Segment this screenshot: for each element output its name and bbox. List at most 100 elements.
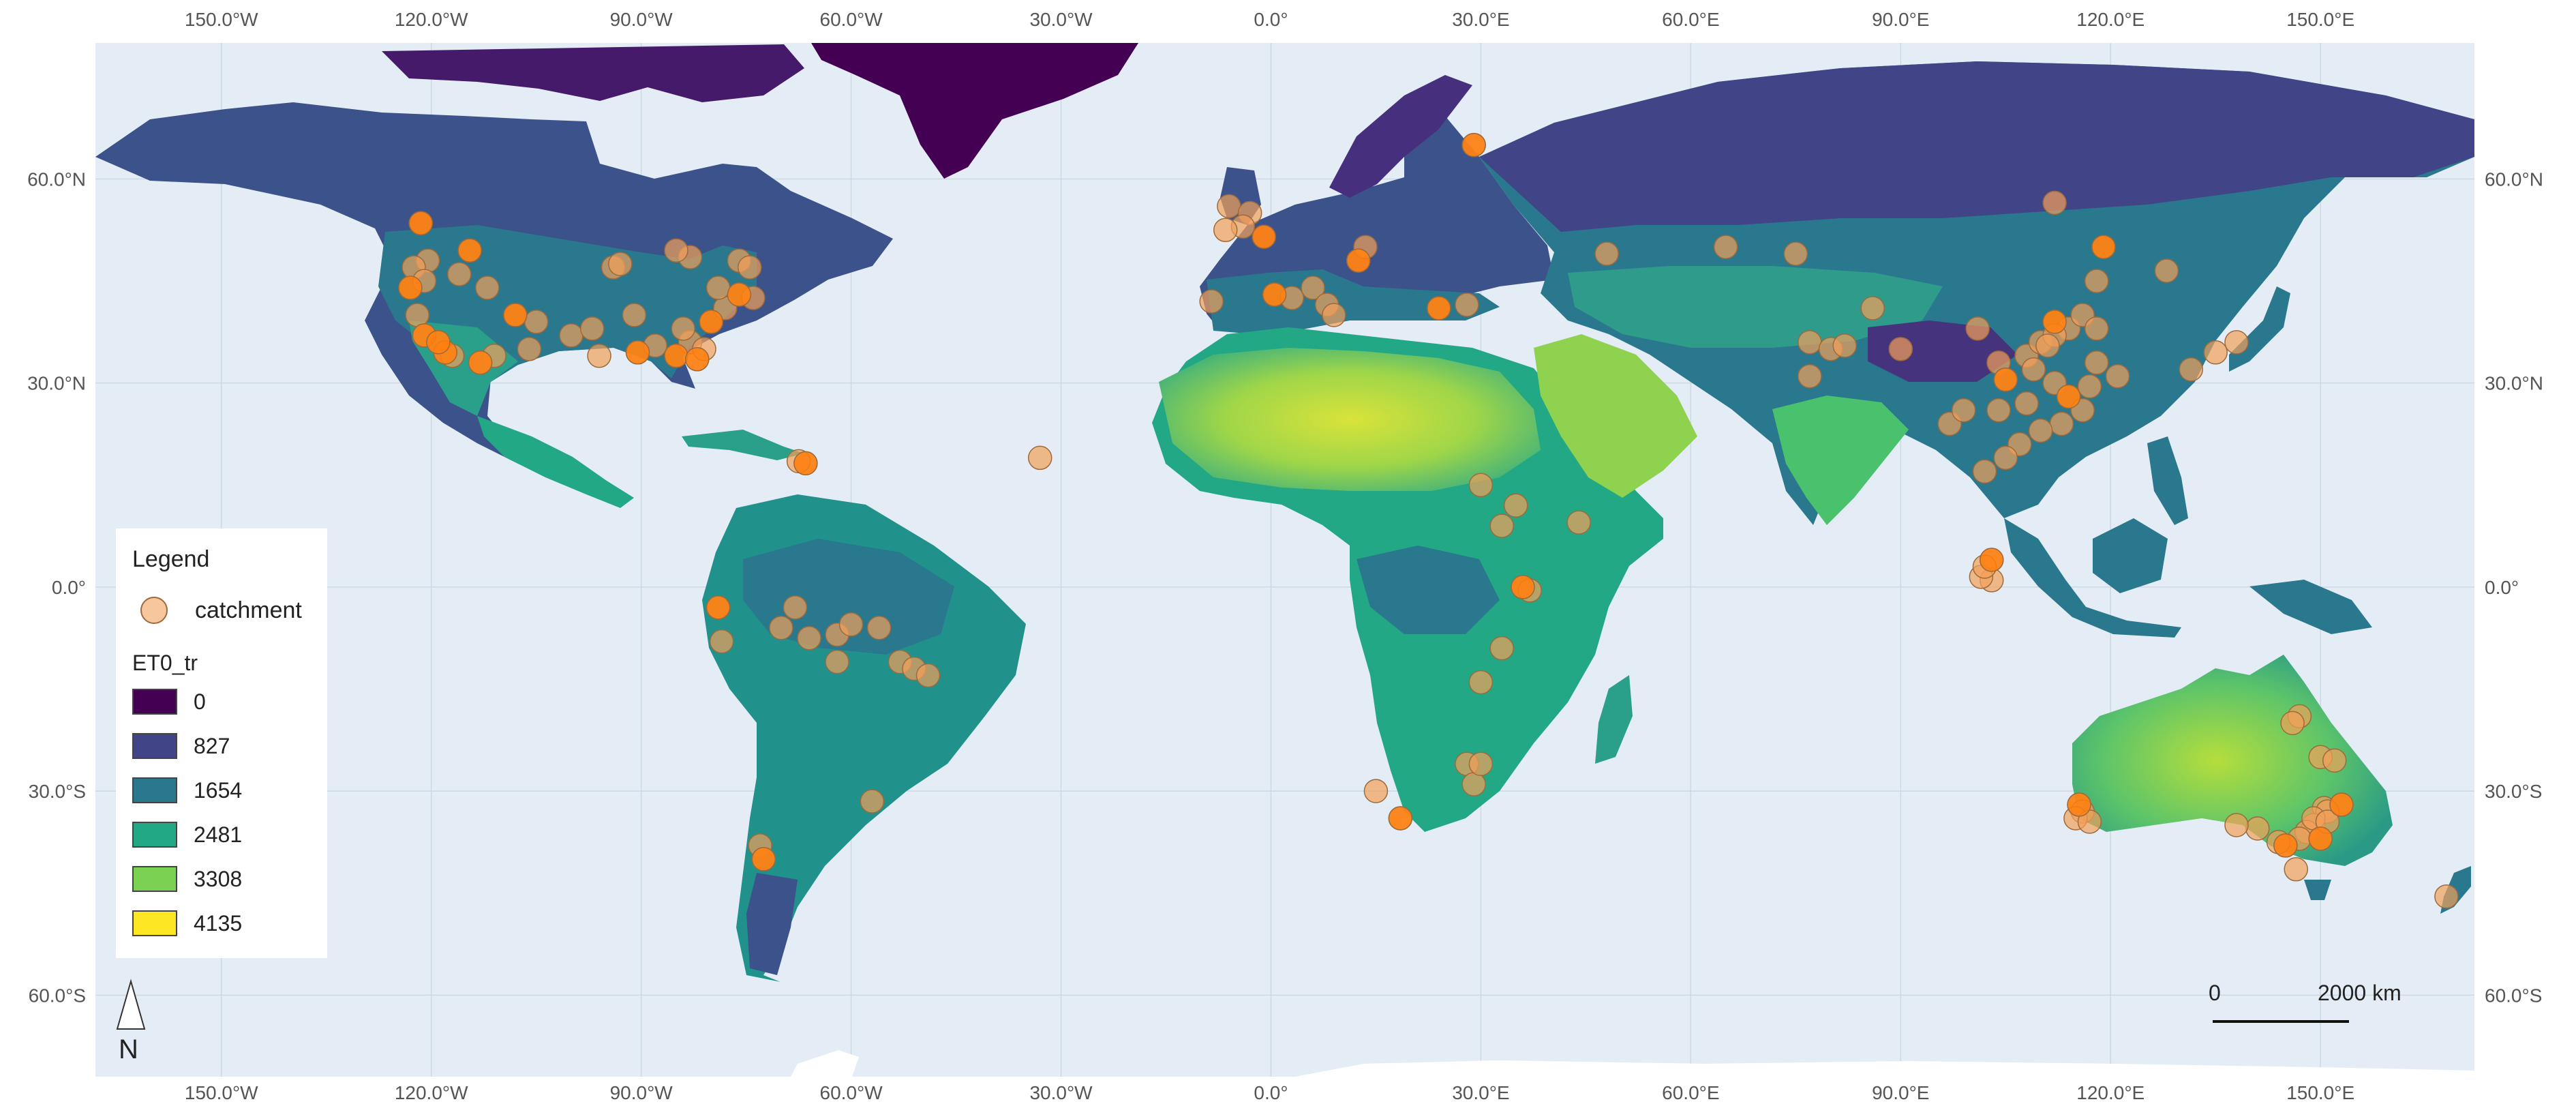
catchment-point[interactable] (1511, 575, 1535, 599)
catchment-point[interactable] (664, 238, 688, 263)
catchment-point[interactable] (2308, 826, 2333, 851)
catchment-point[interactable] (793, 451, 818, 476)
catchment-point[interactable] (1346, 248, 1371, 273)
catchment-point[interactable] (1427, 296, 1451, 320)
catchment-point[interactable] (1301, 275, 1325, 300)
catchment-point[interactable] (751, 847, 776, 871)
catchment-point[interactable] (2105, 363, 2130, 389)
catchment-point[interactable] (664, 344, 688, 368)
catchment-point[interactable] (2091, 235, 2116, 259)
catchment-point[interactable] (1388, 806, 1413, 831)
catchment-point[interactable] (559, 323, 584, 348)
catchment-point[interactable] (2021, 357, 2046, 382)
catchment-point[interactable] (1965, 316, 1990, 341)
catchment-point[interactable] (738, 255, 762, 280)
catchment-point[interactable] (517, 337, 542, 361)
catchment-point[interactable] (2273, 833, 2298, 858)
catchment-point[interactable] (2224, 813, 2249, 837)
catchment-point[interactable] (1199, 289, 1224, 314)
catchment-point[interactable] (2035, 333, 2060, 358)
catchment-point[interactable] (1979, 548, 2004, 572)
catchment-point[interactable] (783, 595, 808, 620)
catchment-point[interactable] (2284, 857, 2308, 882)
catchment-point[interactable] (1993, 367, 2018, 392)
catchment-point[interactable] (915, 663, 941, 688)
catchment-point[interactable] (1455, 293, 1479, 317)
catchment-point[interactable] (2067, 792, 2091, 817)
catchment-point[interactable] (2434, 884, 2459, 909)
catchment-point[interactable] (685, 347, 710, 372)
catchment-point[interactable] (706, 595, 731, 620)
catchment-point[interactable] (2245, 816, 2270, 841)
catchment-point[interactable] (2179, 357, 2204, 382)
catchment-point[interactable] (587, 344, 611, 368)
catchment-point[interactable] (408, 211, 434, 236)
catchment-point[interactable] (709, 629, 734, 654)
catchment-point[interactable] (1888, 337, 1913, 361)
catchment-point[interactable] (608, 252, 633, 276)
catchment-point[interactable] (2056, 384, 2081, 409)
catchment-point[interactable] (1783, 241, 1808, 266)
catchment-point[interactable] (2084, 350, 2109, 375)
catchment-point[interactable] (1461, 772, 1486, 796)
catchment-point[interactable] (1468, 473, 1494, 498)
catchment-point[interactable] (727, 282, 752, 307)
catchment-point[interactable] (475, 275, 500, 300)
catchment-point[interactable] (1951, 398, 1976, 423)
catchment-point[interactable] (1217, 194, 1241, 219)
catchment-point[interactable] (838, 612, 864, 637)
catchment-point[interactable] (1594, 241, 1619, 266)
catchment-point[interactable] (1489, 636, 1514, 661)
catchment-point[interactable] (671, 316, 695, 341)
catchment-point[interactable] (2049, 411, 2074, 436)
catchment-point[interactable] (825, 649, 849, 674)
catchment-point[interactable] (1972, 459, 1997, 484)
catchment-point[interactable] (1027, 445, 1052, 471)
catchment-point[interactable] (1363, 779, 1389, 803)
catchment-point[interactable] (2224, 330, 2249, 355)
catchment-point[interactable] (447, 262, 472, 286)
catchment-point[interactable] (2042, 310, 2067, 334)
catchment-point[interactable] (625, 340, 650, 365)
catchment-point[interactable] (2077, 374, 2102, 399)
catchment-point[interactable] (1213, 218, 1238, 243)
catchment-point[interactable] (457, 238, 482, 263)
catchment-point[interactable] (1322, 303, 1346, 327)
catchment-point[interactable] (1993, 445, 2018, 471)
catchment-point[interactable] (797, 625, 821, 651)
catchment-point[interactable] (2084, 316, 2109, 341)
catchment-point[interactable] (398, 275, 423, 300)
catchment-point[interactable] (1461, 132, 1486, 158)
catchment-point[interactable] (1798, 363, 1822, 389)
catchment-point[interactable] (1503, 493, 1528, 518)
catchment-point[interactable] (2154, 258, 2179, 283)
catchment-point[interactable] (2203, 340, 2228, 365)
catchment-point[interactable] (503, 303, 528, 327)
catchment-point[interactable] (1468, 751, 1494, 776)
catchment-point[interactable] (2322, 748, 2347, 773)
catchment-point[interactable] (1262, 282, 1287, 307)
catchment-point[interactable] (1832, 333, 1857, 358)
catchment-point[interactable] (426, 330, 451, 355)
catchment-point[interactable] (866, 615, 892, 640)
catchment-point[interactable] (1252, 224, 1276, 249)
catchment-point[interactable] (699, 310, 724, 334)
catchment-point[interactable] (2014, 391, 2039, 416)
catchment-point[interactable] (1860, 296, 1885, 320)
catchment-point[interactable] (524, 310, 549, 334)
catchment-point[interactable] (468, 350, 493, 375)
catchment-point[interactable] (580, 316, 605, 341)
catchment-point[interactable] (1468, 670, 1494, 695)
catchment-point[interactable] (1798, 330, 1822, 355)
catchment-point[interactable] (769, 615, 793, 640)
catchment-point[interactable] (405, 303, 429, 327)
catchment-point[interactable] (860, 789, 885, 814)
catchment-point[interactable] (706, 275, 731, 300)
catchment-point[interactable] (2042, 190, 2067, 215)
catchment-point[interactable] (2084, 269, 2109, 293)
catchment-point[interactable] (1489, 513, 1514, 538)
catchment-point[interactable] (1713, 235, 1738, 259)
catchment-point[interactable] (622, 303, 647, 327)
catchment-point[interactable] (1986, 398, 2011, 423)
